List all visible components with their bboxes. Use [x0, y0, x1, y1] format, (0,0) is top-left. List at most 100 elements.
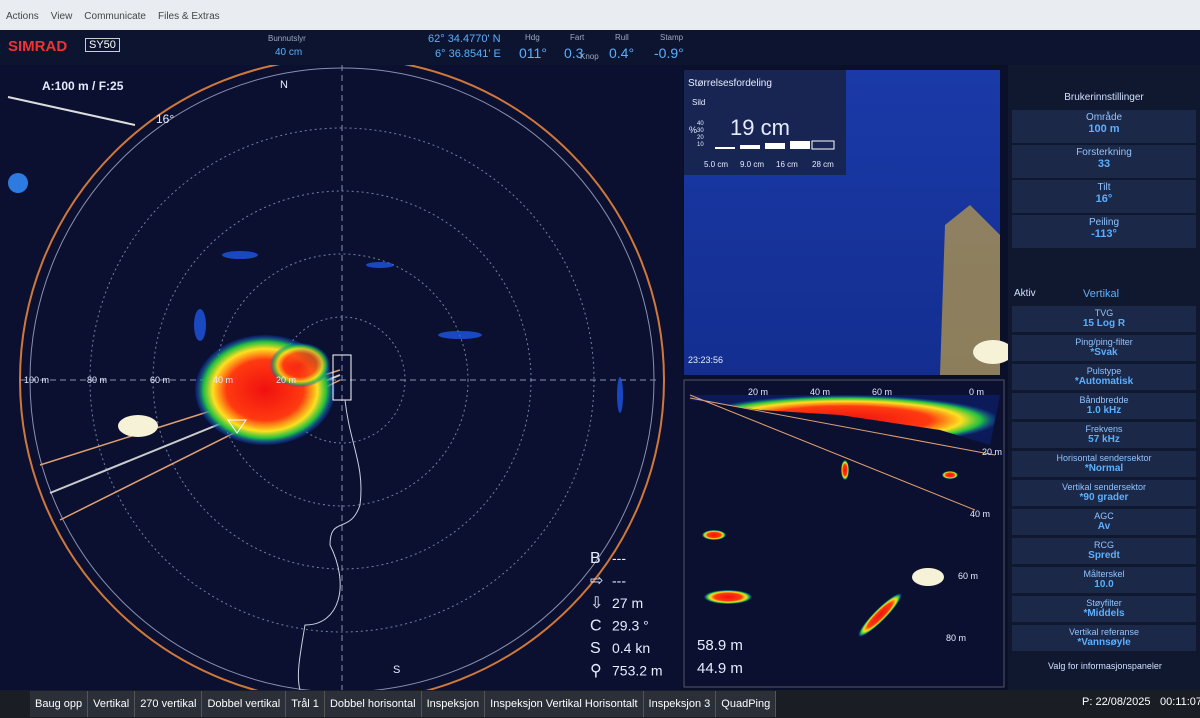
control-label: Tilt [1097, 182, 1111, 193]
setting[interactable]: AGC Av [1012, 509, 1196, 535]
setting-label: Pulstype [1086, 366, 1122, 376]
top-range: 0 m [969, 387, 984, 397]
setting[interactable]: Frekvens 57 kHz [1012, 422, 1196, 448]
setting-value: 10.0 [1094, 579, 1114, 590]
size-ytick: 40 [697, 121, 704, 127]
readout-unit: Knop [580, 52, 599, 61]
size-xtick: 5.0 cm [704, 160, 728, 169]
setting[interactable]: TVG 15 Log R [1012, 306, 1196, 332]
size-xtick: 16 cm [776, 160, 798, 169]
north: N [280, 79, 288, 91]
side-range: 20 m [982, 447, 1002, 457]
control[interactable]: Tilt 16° [1012, 180, 1196, 213]
echogram-time: 23:23:56 [688, 355, 723, 365]
setting-value: Av [1097, 521, 1111, 532]
header-bar: SIMRAD SY50 Bunnutslyr 40 cm 62° 34.4770… [0, 30, 1200, 65]
view-tab[interactable]: Inspeksjon [421, 691, 486, 717]
model: SY50 [85, 38, 120, 52]
view-tab[interactable]: Inspeksjon 3 [643, 691, 717, 717]
top-range: 40 m [810, 387, 830, 397]
setting-label: RCG [1094, 540, 1114, 550]
view-tab[interactable]: Inspeksjon Vertikal Horisontalt [485, 691, 644, 717]
control-value: 16° [1095, 193, 1113, 205]
info-label: S [590, 640, 601, 657]
menu-item[interactable]: Communicate [84, 11, 146, 22]
control[interactable]: Område 100 m [1012, 110, 1196, 143]
size-axis-label: % [689, 125, 697, 135]
setting[interactable]: Vertikal referanse *Vannsøyle [1012, 625, 1196, 651]
readout-label: Stamp [660, 33, 684, 42]
setting[interactable]: Støyfilter *Middels [1012, 596, 1196, 622]
range-label: 100 m [24, 375, 49, 385]
control[interactable]: Forsterkning 33 [1012, 145, 1196, 178]
setting[interactable]: Målterskel 10.0 [1012, 567, 1196, 593]
setting[interactable]: Vertikal sendersektor *90 grader [1012, 480, 1196, 506]
setting-label: Frekvens [1085, 424, 1123, 434]
setting-value: 15 Log R [1082, 318, 1126, 329]
size-ytick: 30 [697, 128, 704, 134]
tab-row: Baug opp Vertikal 270 vertikal Dobbel verti… [30, 691, 777, 717]
control-label: Forsterkning [1076, 147, 1132, 158]
info-label: C [590, 618, 602, 635]
top-range: 60 m [872, 387, 892, 397]
menu-item[interactable]: Files & Extras [158, 11, 220, 22]
setting[interactable]: Pulstype *Automatisk [1012, 364, 1196, 390]
setting-value: *Automatisk [1074, 376, 1134, 387]
view-tab[interactable]: Dobbel horisontal [324, 691, 422, 717]
active-label: Aktiv [1014, 288, 1036, 299]
control-value: 33 [1097, 158, 1111, 170]
view-tab[interactable]: 270 vertikal [135, 691, 203, 717]
side-range: 60 m [958, 571, 978, 581]
scale: A:100 m / F:25 [42, 79, 124, 93]
readout-value: 0.3 [564, 45, 584, 61]
setting-value: *Normal [1084, 463, 1124, 474]
bottom-bar: Baug opp Vertikal 270 vertikal Dobbel verti… [0, 690, 1200, 718]
view-tab[interactable]: Dobbel vertikal [202, 691, 287, 717]
side-range: 80 m [946, 633, 966, 643]
info-value: 0.4 kn [612, 640, 650, 656]
view-tab[interactable]: QuadPing [716, 691, 777, 717]
setting[interactable]: Ping/ping-filter *Svak [1012, 335, 1196, 361]
control-value: 100 m [1088, 123, 1120, 135]
setting-label: TVG [1094, 308, 1114, 318]
control[interactable]: Peiling -113° [1012, 215, 1196, 248]
info-value: --- [612, 573, 626, 589]
info-value: 27 m [612, 595, 643, 611]
south: S [393, 664, 400, 676]
info-panel-options[interactable]: Valg for informasjonspaneler [1048, 661, 1162, 671]
readout-value: -0.9° [654, 45, 684, 61]
menu-item[interactable]: View [50, 11, 73, 22]
tilt: 16° [156, 112, 174, 126]
view-tab[interactable]: Trål 1 [286, 691, 325, 717]
info-label: B [590, 550, 601, 567]
status-date: P: 22/08/2025 [1082, 696, 1151, 708]
view-tab[interactable]: Vertikal [88, 691, 136, 717]
info-label: ⇨ [590, 573, 603, 590]
readout-value: 0.4° [609, 45, 635, 61]
view-tab[interactable]: Baug opp [30, 691, 89, 717]
active-value: Vertikal [1083, 288, 1120, 300]
setting[interactable]: Båndbredde 1.0 kHz [1012, 393, 1196, 419]
setting-label: Båndbredde [1079, 395, 1129, 405]
bottom-lock-value: 40 cm [275, 47, 303, 58]
setting-label: Ping/ping-filter [1075, 337, 1133, 347]
species: Sild [692, 98, 705, 107]
setting[interactable]: Horisontal sendersektor *Normal [1012, 451, 1196, 477]
setting-label: Vertikal referanse [1068, 627, 1140, 637]
range-label: 80 m [87, 375, 107, 385]
size-value: 19 cm [730, 115, 790, 140]
setting-label: Støyfilter [1086, 598, 1122, 608]
info-label: ⇩ [590, 595, 603, 612]
setting-value: *90 grader [1079, 492, 1129, 503]
size-title: Størrelsesfordeling [688, 78, 772, 89]
settings-title: Brukerinnstillinger [1064, 92, 1144, 103]
info-value: 753.2 m [612, 663, 663, 679]
settings-panel: Brukerinnstillinger Område 100 m Forsterkni… [1008, 65, 1200, 690]
setting-label: Horisontal sendersektor [1056, 453, 1152, 463]
menu-item[interactable]: Actions [6, 11, 39, 22]
setting[interactable]: RCG Spredt [1012, 538, 1196, 564]
top-range: 20 m [748, 387, 768, 397]
size-ytick: 10 [697, 142, 704, 148]
